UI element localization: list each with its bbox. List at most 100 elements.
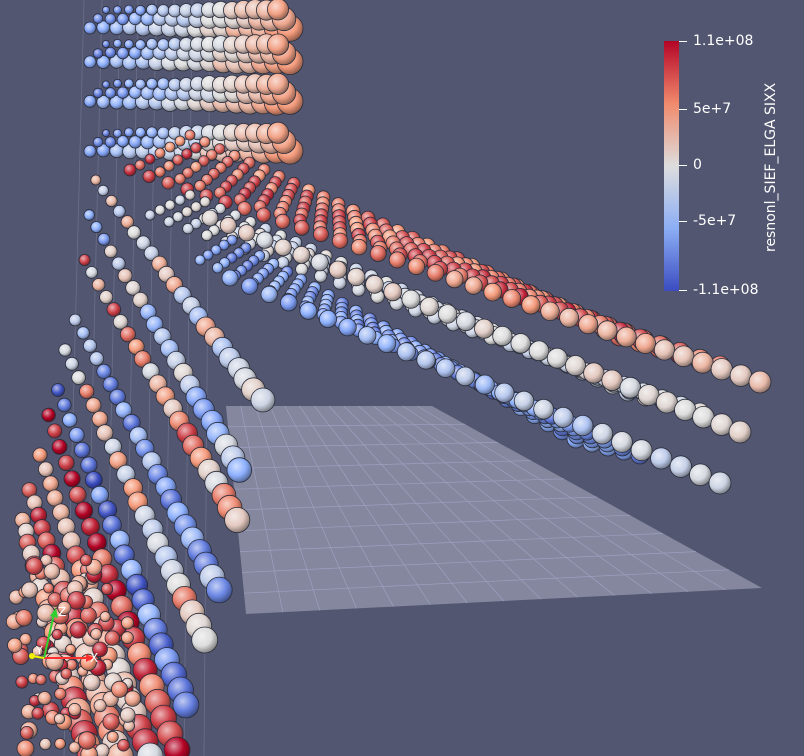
particle-sphere: [616, 326, 637, 348]
particle-sphere: [157, 126, 170, 140]
particle-sphere: [350, 238, 368, 256]
particle-sphere: [206, 576, 233, 604]
particle-sphere: [416, 350, 436, 370]
particle-sphere: [601, 369, 623, 392]
particle-sphere: [310, 253, 329, 272]
particle-sphere: [101, 582, 114, 596]
particle-sphere: [85, 397, 102, 414]
particle-sphere: [126, 225, 142, 240]
particle-sphere: [58, 454, 75, 472]
plane-grid-line: [402, 405, 689, 593]
particle-sphere: [157, 4, 170, 17]
particle-sphere: [134, 4, 146, 16]
particle-sphere: [172, 154, 184, 166]
ground-plane: [226, 405, 762, 614]
particle-sphere: [256, 231, 274, 249]
particle-sphere: [41, 407, 56, 423]
particle-sphere: [111, 680, 129, 698]
particle-sphere: [552, 406, 574, 428]
particle-sphere: [190, 217, 202, 230]
particle-sphere: [58, 343, 72, 357]
particle-sphere: [164, 141, 176, 153]
particle-sphere: [314, 269, 328, 283]
particle-sphere: [80, 456, 98, 474]
particle-sphere: [145, 126, 158, 139]
particle-sphere: [194, 254, 206, 266]
particle-sphere: [559, 307, 579, 328]
particle-sphere: [199, 196, 211, 208]
particle-sphere: [79, 383, 95, 399]
plane-grid-line: [255, 405, 321, 611]
particle-sphere: [19, 633, 32, 646]
particle-sphere: [347, 267, 366, 287]
particle-sphere: [104, 136, 117, 148]
particle-sphere: [92, 13, 104, 24]
particle-sphere: [201, 229, 213, 242]
color-legend-tick: [679, 41, 687, 42]
color-legend: 1.1e+08 5e+7 0 -5e+7 -1.1e+08: [664, 33, 784, 301]
particle-sphere: [51, 628, 63, 641]
particle-sphere: [163, 160, 175, 172]
particle-sphere: [174, 135, 186, 147]
y-axis-arrow: [29, 653, 35, 659]
particle-sphere: [154, 204, 166, 216]
particle-sphere: [174, 194, 186, 206]
particle-sphere: [102, 129, 111, 138]
particle-sphere: [181, 206, 193, 218]
particle-sphere: [123, 39, 134, 50]
particle-sphere: [83, 55, 97, 69]
particle-sphere: [90, 628, 102, 640]
particle-sphere: [19, 726, 34, 740]
particle-sphere: [119, 326, 136, 343]
particle-sphere: [120, 215, 135, 229]
particle-sphere: [163, 736, 191, 756]
particle-sphere: [396, 342, 416, 362]
particle-sphere: [90, 174, 102, 186]
particle-sphere: [383, 282, 403, 302]
particle-sphere: [474, 374, 495, 395]
particle-sphere: [184, 129, 196, 141]
particle-sphere: [184, 189, 196, 201]
particle-sphere: [143, 245, 160, 262]
particle-sphere: [419, 296, 439, 317]
particle-sphere: [51, 383, 65, 397]
particle-sphere: [97, 184, 109, 197]
particle-sphere: [65, 643, 76, 655]
particle-sphere: [597, 320, 618, 341]
particle-sphere: [437, 304, 458, 324]
color-legend-label-lower: -5e+7: [693, 213, 737, 229]
particle-sphere: [181, 148, 193, 160]
particle-sphere: [60, 667, 73, 680]
particle-sphere: [161, 176, 175, 190]
particle-sphere: [672, 345, 695, 368]
particle-sphere: [154, 147, 166, 159]
x-axis-label: X: [90, 651, 98, 665]
particle-sphere: [494, 382, 515, 403]
particle-sphere: [102, 40, 111, 49]
particle-sphere: [689, 463, 712, 487]
particle-sphere: [104, 87, 117, 99]
particle-sphere: [73, 441, 91, 459]
particle-sphere: [274, 238, 292, 257]
particle-sphere: [226, 234, 238, 246]
particle-sphere: [96, 424, 114, 442]
plane-grid-line: [417, 405, 726, 591]
particle-sphere: [92, 641, 108, 658]
particle-sphere: [218, 239, 230, 251]
particle-sphere: [237, 201, 252, 216]
particle-sphere: [145, 38, 158, 50]
particle-sphere: [123, 78, 134, 89]
particle-sphere: [83, 209, 95, 221]
particle-sphere: [194, 179, 206, 192]
particle-sphere: [198, 155, 210, 167]
particle-sphere: [85, 266, 98, 279]
particle-sphere: [266, 121, 289, 144]
color-legend-title: resnonl_SIEF_ELGA SIXX: [763, 82, 779, 252]
particle-sphere: [293, 220, 310, 236]
particle-sphere: [102, 376, 119, 393]
color-legend-label-max: 1.1e+08: [693, 33, 754, 49]
particle-sphere: [116, 135, 129, 148]
particle-sphere: [83, 144, 97, 158]
